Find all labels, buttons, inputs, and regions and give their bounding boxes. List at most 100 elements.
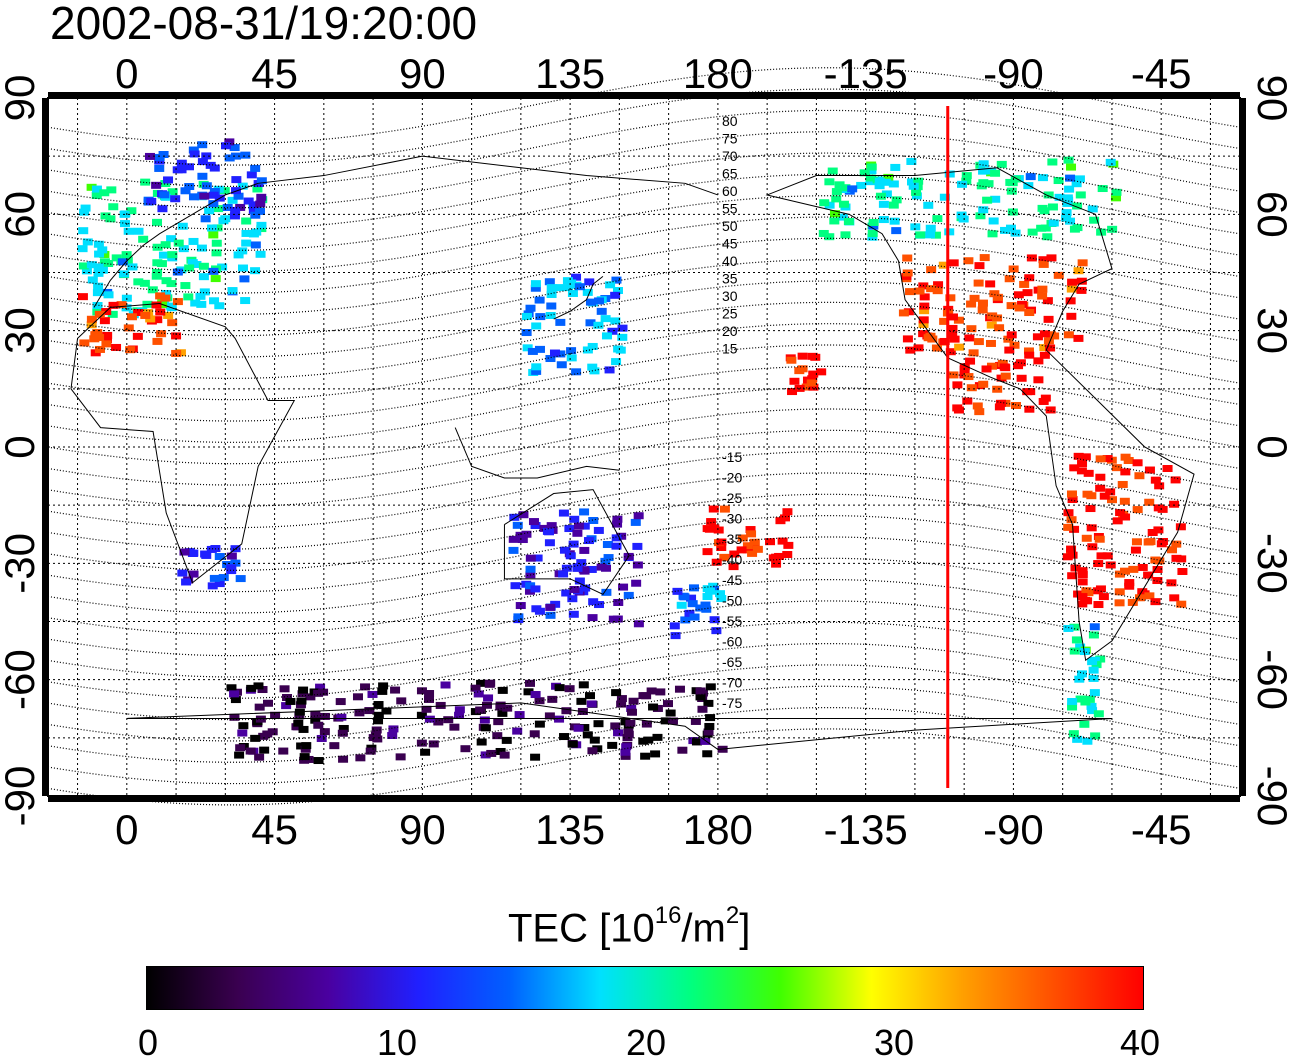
tec-cell-9 (285, 697, 296, 705)
tec-cell-5 (1053, 271, 1064, 279)
tec-cell-2 (235, 203, 246, 211)
tec-cell-7 (1144, 592, 1155, 600)
contour-label: -50 (722, 593, 742, 609)
tec-cell-1 (151, 301, 162, 309)
tec-cell-2 (240, 151, 251, 159)
tec-cell-2 (229, 144, 240, 152)
tec-cell-10 (515, 602, 526, 610)
tec-cell-5 (927, 335, 938, 343)
tec-cell-10 (608, 615, 619, 623)
tec-cell-9 (530, 691, 541, 699)
tec-cell-12 (925, 224, 936, 232)
tec-cell-9 (300, 745, 311, 753)
tec-cell-9 (360, 683, 371, 691)
tec-cell-9 (246, 684, 257, 692)
tec-cell-5 (977, 306, 988, 314)
tec-cell-7 (1143, 538, 1154, 546)
tec-cell-9 (697, 705, 708, 713)
tec-cell-1 (133, 308, 144, 316)
tec-cell-12 (881, 190, 892, 198)
tec-cell-9 (226, 684, 237, 692)
tec-cell-12 (1065, 174, 1076, 182)
tec-cell-9 (579, 724, 590, 732)
tec-cell-3 (617, 333, 628, 341)
tec-cell-10 (633, 620, 644, 628)
tec-cell-7 (1124, 582, 1135, 590)
tec-cell-13 (816, 368, 827, 376)
tec-cell-9 (315, 683, 326, 691)
tec-cell-9 (613, 729, 624, 737)
tec-cell-8 (1067, 697, 1078, 705)
tec-cell-9 (454, 711, 465, 719)
tec-cell-12 (1047, 203, 1058, 211)
tec-cell-2 (176, 159, 187, 167)
tec-cell-8 (1079, 648, 1090, 656)
tec-cell-7 (1073, 452, 1084, 460)
tec-cell-12 (990, 169, 1001, 177)
tec-cell-2 (230, 187, 241, 195)
tec-cell-2 (246, 171, 257, 179)
tec-cell-9 (316, 734, 327, 742)
tec-cell-11 (670, 632, 681, 640)
y-tick-left: 0 (0, 435, 43, 458)
tec-cell-3 (562, 277, 573, 285)
tec-cell-2 (250, 164, 261, 172)
tec-cell-4 (235, 575, 246, 583)
tec-cell-0 (99, 189, 110, 197)
tec-cell-1 (152, 337, 163, 345)
tec-cell-13 (786, 356, 797, 364)
tec-cell-5 (905, 346, 916, 354)
tec-cell-5 (945, 348, 956, 356)
tec-cell-0 (152, 268, 163, 276)
tec-cell-5 (985, 339, 996, 347)
tec-cell-9 (623, 728, 634, 736)
tec-cell-7 (1169, 594, 1180, 602)
tec-cell-11 (689, 613, 700, 621)
tec-cell-9 (573, 724, 584, 732)
tec-cell-3 (585, 319, 596, 327)
tec-cell-8 (1084, 695, 1095, 703)
tec-cell-6 (1000, 372, 1011, 380)
tec-cell-11 (676, 601, 687, 609)
tec-cell-6 (962, 397, 973, 405)
tec-cell-5 (953, 316, 964, 324)
tec-cell-2 (230, 206, 241, 214)
tec-cell-12 (880, 178, 891, 186)
tec-cell-7 (1082, 490, 1093, 498)
x-tick-top: 135 (535, 50, 605, 97)
tec-cell-9 (428, 740, 439, 748)
tec-cell-0 (82, 238, 93, 246)
tec-cell-7 (1095, 484, 1106, 492)
tec-cell-8 (1088, 631, 1099, 639)
axis-ticks: 0 45 90 135 180 -135 -90 -45 0 45 90 135 180 -135 -90 -… (0, 50, 1292, 853)
tec-cell-9 (587, 747, 598, 755)
tec-cell-7 (1147, 528, 1158, 536)
tec-cell-3 (589, 367, 600, 375)
tec-cell-0 (118, 270, 129, 278)
tec-cell-1 (171, 332, 182, 340)
tec-cell-9 (364, 707, 375, 715)
tec-cell-9 (554, 684, 565, 692)
tec-cell-1 (126, 313, 137, 321)
tec-cell-9 (470, 684, 481, 692)
tec-cell-7 (1102, 455, 1113, 463)
tec-cell-5 (1009, 341, 1020, 349)
tec-cell-12 (1010, 229, 1021, 237)
tec-cell-12 (978, 160, 989, 168)
tec-cell-0 (81, 267, 92, 275)
contour-label: 15 (722, 341, 738, 357)
tec-cell-5 (947, 324, 958, 332)
tec-cell-7 (1063, 509, 1074, 517)
tec-cell-14 (719, 553, 730, 561)
tec-cell-12 (911, 188, 922, 196)
tec-cell-7 (1095, 473, 1106, 481)
contour-label: -65 (722, 654, 742, 670)
tec-cell-2 (170, 195, 181, 203)
tec-cell-14 (771, 560, 782, 568)
tec-cell-5 (1049, 332, 1060, 340)
tec-cell-9 (460, 745, 471, 753)
tec-cell-10 (632, 561, 643, 569)
tec-cell-12 (838, 200, 849, 208)
tec-cell-14 (782, 508, 793, 516)
tec-cell-10 (612, 515, 623, 523)
